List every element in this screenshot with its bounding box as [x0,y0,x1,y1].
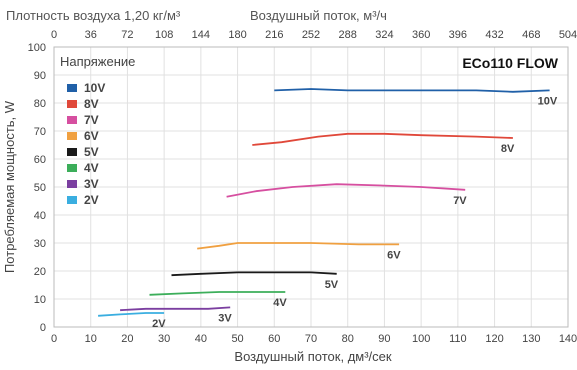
series-line-2V [98,312,165,317]
legend-swatch-4V [67,164,77,172]
x-tick-label: 60 [268,333,280,345]
y-tick-label: 90 [34,70,46,82]
series-label-6V: 6V [387,249,401,261]
plot-frame [53,46,569,328]
tick-labels: 0 10 20 30 40 50 60 70 80 90 100 110 120 130 140 0 10 20 3… [28,29,577,345]
y-tick-label: 100 [28,42,46,54]
legend-label-5V: 5V [84,145,99,159]
y-tick-label: 70 [34,126,46,138]
legend-label-3V: 3V [84,177,99,191]
series-line-5V [171,271,337,277]
legend-swatch-3V [67,180,77,188]
air-density-title: Плотность воздуха 1,20 кг/м³ [6,8,181,23]
y-tick-label: 20 [34,266,46,278]
y-tick-label: 60 [34,154,46,166]
x-tick-label: 80 [342,333,354,345]
legend-swatch-10V [67,84,77,92]
legend-label-2V: 2V [84,193,99,207]
legend-label-7V: 7V [84,113,99,127]
top-tick-label: 0 [51,29,57,41]
series-line-3V [120,306,231,312]
legend-swatch-8V [67,100,77,108]
y-tick-label: 30 [34,238,46,250]
series-line-6V [197,242,400,250]
top-tick-label: 144 [192,29,210,41]
legend-swatch-7V [67,116,77,124]
y-tick-label: 0 [40,322,46,334]
series-label-7V: 7V [453,195,467,207]
y-tick-label: 80 [34,98,46,110]
y-tick-label: 50 [34,182,46,194]
top-tick-label: 324 [375,29,393,41]
x-tick-label: 10 [85,333,97,345]
series-line-7V [226,183,466,198]
top-tick-label: 72 [121,29,133,41]
top-tick-label: 180 [228,29,246,41]
x-tick-label: 120 [485,333,503,345]
series-label-5V: 5V [325,279,339,291]
x-tick-label: 110 [449,333,467,345]
x-tick-label: 70 [305,333,317,345]
x-tick-label: 140 [559,333,577,345]
legend-swatch-6V [67,132,77,140]
x-tick-label: 90 [378,333,390,345]
series-label-4V: 4V [273,297,287,309]
legend-label-8V: 8V [84,97,99,111]
x-tick-label: 100 [412,333,430,345]
x-tick-label: 40 [195,333,207,345]
top-tick-label: 396 [449,29,467,41]
top-tick-label: 252 [302,29,320,41]
legend-swatch-5V [67,148,77,156]
series-line-8V [252,132,513,146]
top-tick-label: 288 [339,29,357,41]
series-line-10V [274,88,550,93]
y-axis-title: Потребляемая мощность, W [2,100,17,273]
top-tick-label: 432 [485,29,503,41]
top-tick-label: 468 [522,29,540,41]
legend-label-10V: 10V [84,81,105,95]
series-label-3V: 3V [218,312,232,324]
series-label-8V: 8V [501,143,515,155]
top-tick-label: 360 [412,29,430,41]
series-line-4V [149,291,286,296]
top-tick-label: 36 [85,29,97,41]
x-axis-title: Воздушный поток, дм³/сек [234,349,391,364]
legend-label-6V: 6V [84,129,99,143]
series-label-10V: 10V [538,95,558,107]
model-name: ECo110 FLOW [462,55,558,71]
y-tick-label: 10 [34,294,46,306]
top-axis-title: Воздушный поток, м³/ч [250,8,387,23]
y-tick-label: 40 [34,210,46,222]
legend-label-4V: 4V [84,161,99,175]
top-tick-label: 216 [265,29,283,41]
legend-swatch-2V [67,196,77,204]
x-tick-label: 30 [158,333,170,345]
x-tick-label: 130 [522,333,540,345]
legend: Напряжение 10V 8V 7V 6V 5V 4V 3V 2V [60,54,135,207]
series-label-2V: 2V [152,318,166,330]
top-tick-label: 108 [155,29,173,41]
x-tick-label: 50 [231,333,243,345]
x-tick-label: 20 [121,333,133,345]
top-tick-label: 504 [559,29,577,41]
legend-title: Напряжение [60,54,135,69]
series-lines: 10V 8V 7V 6V 5V 4V 3V 2V [98,88,558,330]
grid [53,46,569,328]
x-tick-label: 0 [51,333,57,345]
